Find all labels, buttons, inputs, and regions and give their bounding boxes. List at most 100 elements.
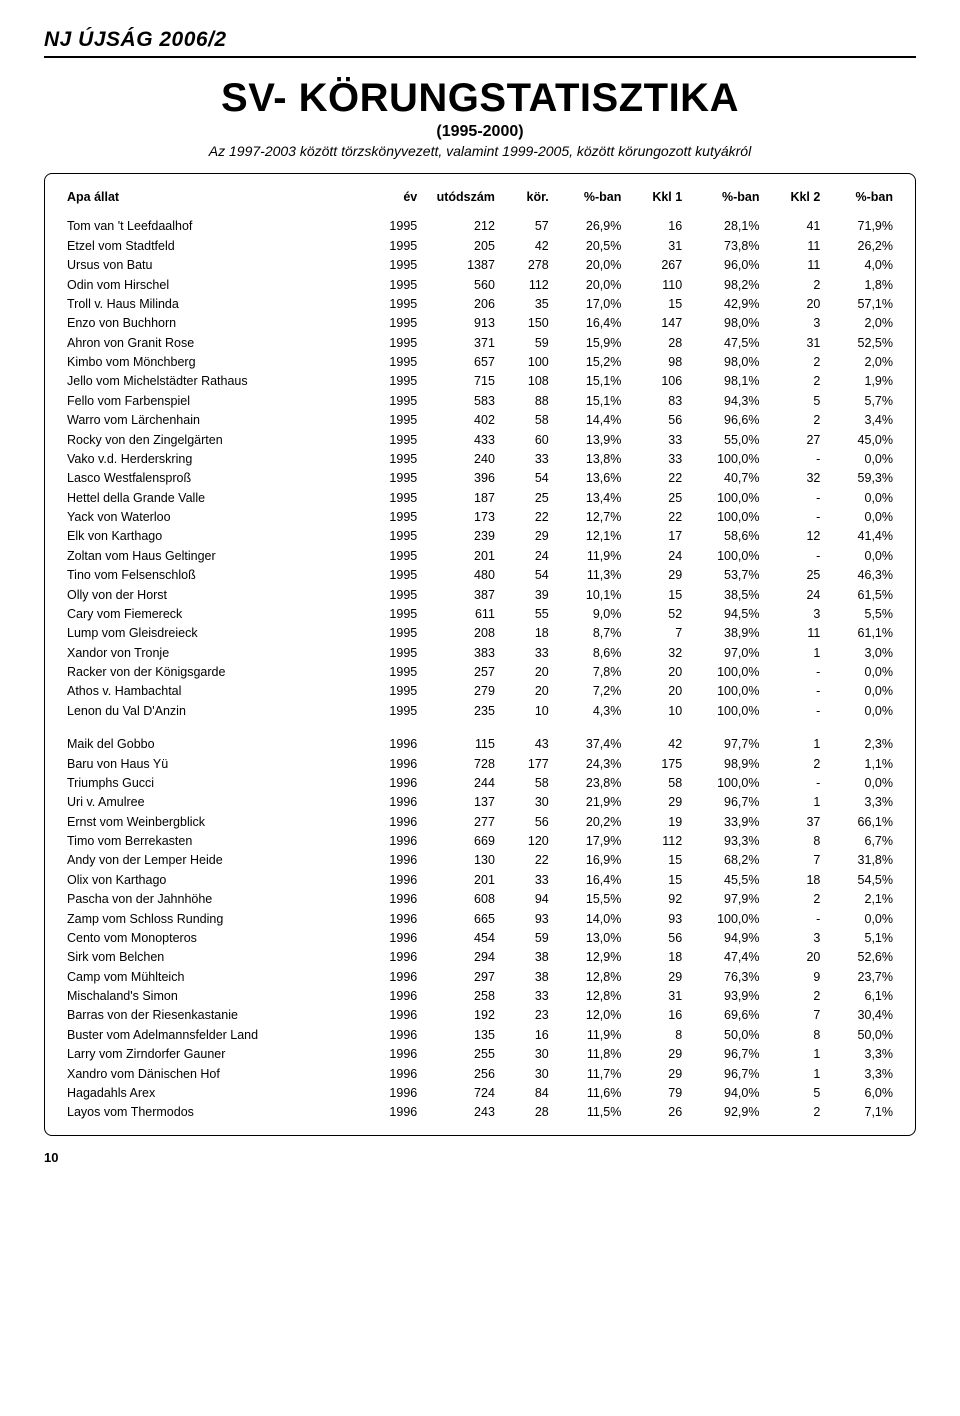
table-cell: 11 — [763, 237, 824, 256]
table-cell: 1996 — [367, 755, 421, 774]
table-cell: 18 — [763, 871, 824, 890]
table-row: Triumphs Gucci19962445823,8%58100,0%-0,0… — [63, 774, 897, 793]
table-cell: 29 — [625, 1065, 686, 1084]
table-cell: 1995 — [367, 334, 421, 353]
table-cell: 24,3% — [553, 755, 626, 774]
table-cell: 7 — [763, 1006, 824, 1025]
table-cell: 24 — [625, 547, 686, 566]
table-row: Ernst vom Weinbergblick19962775620,2%193… — [63, 813, 897, 832]
table-cell: 15 — [625, 851, 686, 870]
table-cell: 29 — [625, 793, 686, 812]
table-cell: 1996 — [367, 813, 421, 832]
table-cell: 192 — [421, 1006, 499, 1025]
table-row: Elk von Karthago19952392912,1%1758,6%124… — [63, 527, 897, 546]
table-cell: 1996 — [367, 832, 421, 851]
table-row: Timo vom Berrekasten199666912017,9%11293… — [63, 832, 897, 851]
table-cell: 1 — [763, 644, 824, 663]
table-row: Camp vom Mühlteich19962973812,8%2976,3%9… — [63, 968, 897, 987]
table-row: Jello vom Michelstädter Rathaus199571510… — [63, 372, 897, 391]
table-cell: 1 — [763, 793, 824, 812]
table-row: Cento vom Monopteros19964545913,0%5694,9… — [63, 929, 897, 948]
table-cell: 1996 — [367, 851, 421, 870]
table-cell: 29 — [625, 566, 686, 585]
table-cell: 13,8% — [553, 450, 626, 469]
table-cell: 10,1% — [553, 586, 626, 605]
table-cell: 4,3% — [553, 702, 626, 721]
table-cell: 150 — [499, 314, 553, 333]
table-cell: 0,0% — [824, 508, 897, 527]
table-row: Larry vom Zirndorfer Gauner19962553011,8… — [63, 1045, 897, 1064]
table-cell: 205 — [421, 237, 499, 256]
col-kkl1: Kkl 1 — [625, 184, 686, 217]
table-cell: 55 — [499, 605, 553, 624]
table-cell: 147 — [625, 314, 686, 333]
table-cell: 19 — [625, 813, 686, 832]
table-cell: 1 — [763, 721, 824, 754]
table-cell: 93 — [625, 910, 686, 929]
table-cell: 58 — [499, 411, 553, 430]
subtitle-desc: Az 1997-2003 között törzskönyvezett, val… — [44, 143, 916, 159]
table-cell: Tom van 't Leefdaalhof — [63, 217, 367, 236]
table-cell: Uri v. Amulree — [63, 793, 367, 812]
table-cell: 41,4% — [824, 527, 897, 546]
table-cell: 244 — [421, 774, 499, 793]
table-cell: 402 — [421, 411, 499, 430]
table-cell: 7 — [763, 851, 824, 870]
table-cell: 28 — [499, 1103, 553, 1122]
table-cell: 277 — [421, 813, 499, 832]
table-cell: 5 — [763, 392, 824, 411]
table-cell: 728 — [421, 755, 499, 774]
table-cell: 15,5% — [553, 890, 626, 909]
table-cell: 16,4% — [553, 314, 626, 333]
table-cell: 12,0% — [553, 1006, 626, 1025]
table-cell: 100,0% — [686, 547, 763, 566]
table-cell: 96,6% — [686, 411, 763, 430]
table-cell: 56 — [499, 813, 553, 832]
table-cell: 94,5% — [686, 605, 763, 624]
table-cell: 3,4% — [824, 411, 897, 430]
table-cell: 32 — [625, 644, 686, 663]
table-row: Pascha von der Jahnhöhe19966089415,5%929… — [63, 890, 897, 909]
table-cell: 33 — [499, 450, 553, 469]
table-cell: 8,6% — [553, 644, 626, 663]
table-cell: 279 — [421, 682, 499, 701]
table-cell: 98,1% — [686, 372, 763, 391]
table-cell: 5,5% — [824, 605, 897, 624]
table-cell: 1995 — [367, 295, 421, 314]
table-cell: 54,5% — [824, 871, 897, 890]
table-cell: 208 — [421, 624, 499, 643]
table-cell: 23,7% — [824, 968, 897, 987]
table-cell: Olly von der Horst — [63, 586, 367, 605]
table-cell: 10 — [499, 702, 553, 721]
subtitle-years: (1995-2000) — [44, 123, 916, 141]
table-cell: 93,3% — [686, 832, 763, 851]
table-cell: 30,4% — [824, 1006, 897, 1025]
table-cell: 206 — [421, 295, 499, 314]
masthead: NJ ÚJSÁG 2006/2 — [44, 28, 916, 58]
table-cell: 35 — [499, 295, 553, 314]
table-cell: 97,9% — [686, 890, 763, 909]
title-block: SV- KÖRUNGSTATISZTIKA (1995-2000) Az 199… — [44, 76, 916, 159]
table-cell: 94,0% — [686, 1084, 763, 1103]
table-cell: 57 — [499, 217, 553, 236]
table-cell: 11 — [763, 256, 824, 275]
table-cell: Odin vom Hirschel — [63, 276, 367, 295]
table-cell: 33 — [499, 987, 553, 1006]
table-cell: 96,7% — [686, 793, 763, 812]
table-cell: 24 — [763, 586, 824, 605]
table-cell: 8,7% — [553, 624, 626, 643]
table-cell: 608 — [421, 890, 499, 909]
table-cell: Buster vom Adelmannsfelder Land — [63, 1026, 367, 1045]
table-row: Athos v. Hambachtal1995279207,2%20100,0%… — [63, 682, 897, 701]
table-cell: 15 — [625, 586, 686, 605]
table-cell: 2 — [763, 276, 824, 295]
table-cell: Vako v.d. Herderskring — [63, 450, 367, 469]
table-cell: 59,3% — [824, 469, 897, 488]
table-cell: 120 — [499, 832, 553, 851]
table-cell: 94 — [499, 890, 553, 909]
table-cell: 135 — [421, 1026, 499, 1045]
table-row: Baru von Haus Yü199672817724,3%17598,9%2… — [63, 755, 897, 774]
table-cell: 13,4% — [553, 489, 626, 508]
col-ev: év — [367, 184, 421, 217]
table-cell: 43 — [499, 721, 553, 754]
